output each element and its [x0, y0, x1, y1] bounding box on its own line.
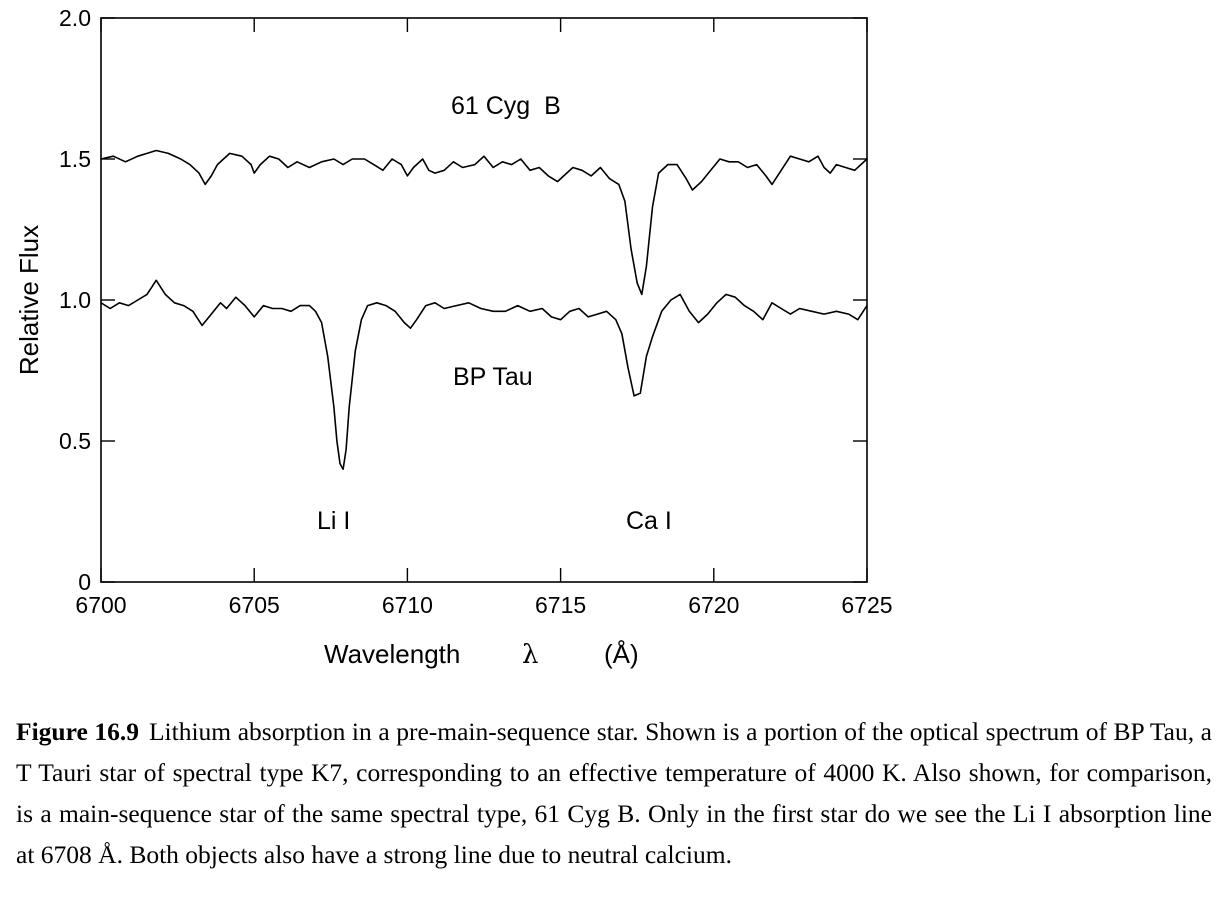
- series-line-0: [100, 149, 868, 296]
- y-tick-label: 0.5: [59, 428, 91, 454]
- y-tick-label: 2.0: [59, 5, 91, 31]
- annotation-ca-i: Ca I: [626, 507, 672, 535]
- x-tick-label: 6725: [841, 592, 892, 618]
- x-tick-label: 6715: [535, 592, 586, 618]
- annotation-li-i: Li I: [317, 507, 350, 535]
- x-tick-labels: 6700 6705 6710 6715 6720 6725: [75, 592, 892, 618]
- x-tick-label: 6720: [688, 592, 739, 618]
- caption-label: Figure 16.9: [16, 717, 139, 746]
- y-tick-label: 1.0: [59, 287, 91, 313]
- y-axis-title: Relative Flux: [14, 225, 44, 375]
- x-axis-unit: (Å): [604, 639, 639, 669]
- y-tick-labels: 0 0.5 1.0 1.5 2.0: [59, 5, 91, 595]
- y-tick-label: 1.5: [59, 146, 91, 172]
- series-label-61-cyg-b: 61 Cyg B: [451, 92, 561, 120]
- y-tick-label: 0: [78, 569, 91, 595]
- x-tick-label: 6705: [229, 592, 280, 618]
- x-axis-symbol: λ: [522, 640, 538, 670]
- axis-ticks: [100, 17, 868, 583]
- figure-caption: Figure 16.9 Lithium absorption in a pre-m…: [16, 711, 1212, 875]
- x-axis-title: Wavelength: [324, 639, 460, 669]
- x-tick-label: 6710: [382, 592, 433, 618]
- series-lines: [100, 149, 868, 471]
- spectrum-chart: 6700 6705 6710 6715 6720 6725 0 0.5 1.0 1.5 2.0 R…: [14, 5, 893, 670]
- series-label-bp-tau: BP Tau: [453, 363, 533, 391]
- caption-text: Lithium absorption in a pre-main-sequenc…: [16, 717, 1212, 869]
- x-tick-label: 6700: [75, 592, 126, 618]
- series-line-1: [100, 279, 868, 471]
